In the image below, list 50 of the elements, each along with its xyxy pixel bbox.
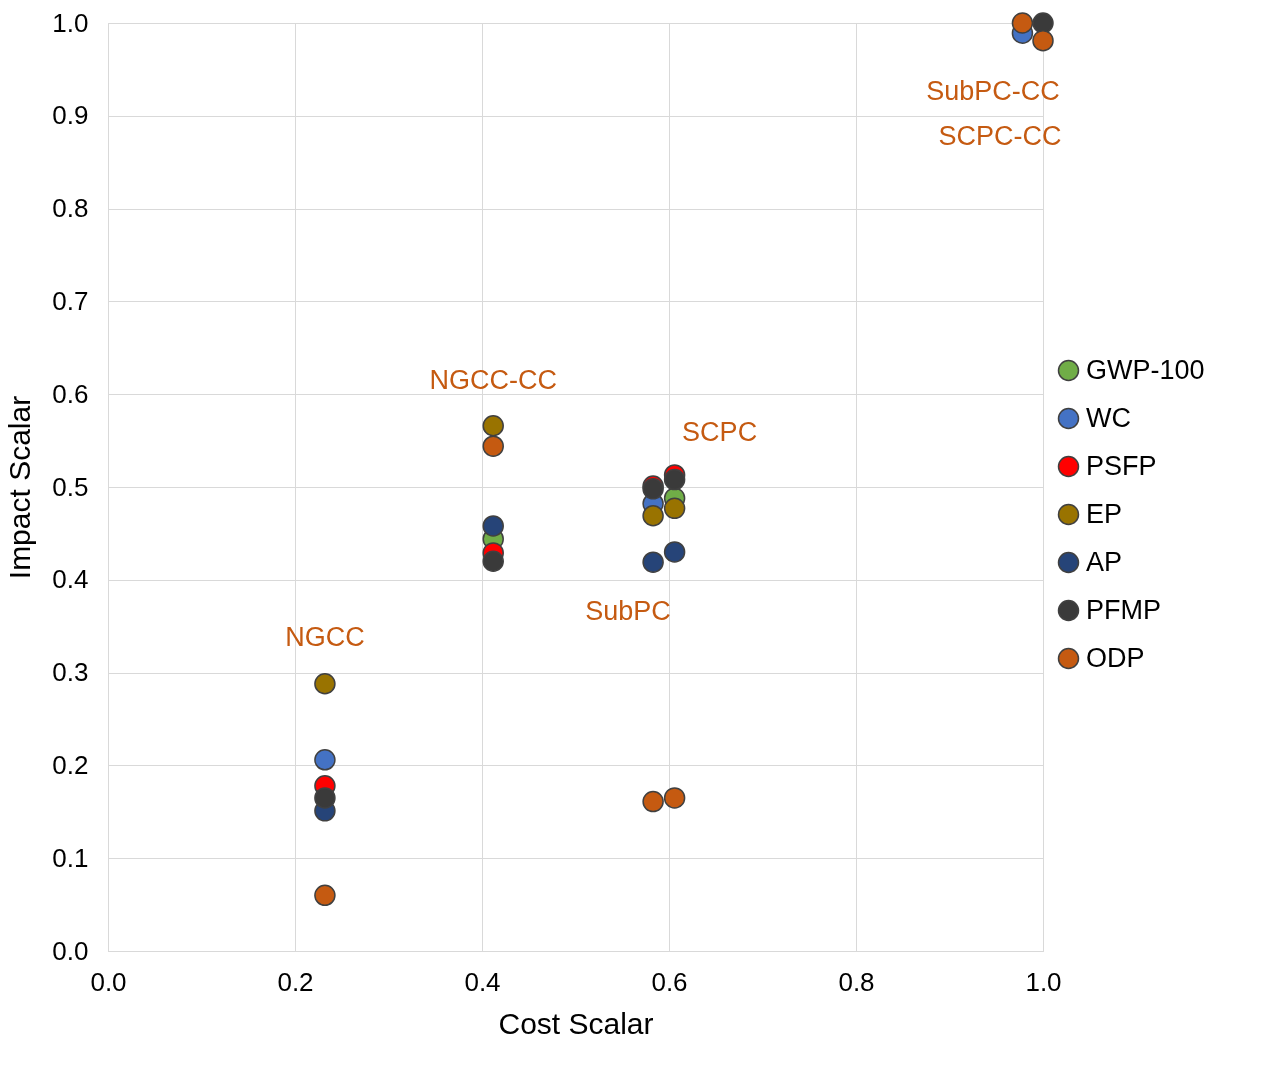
annotation: SCPC-CC: [938, 120, 1062, 151]
point: [1032, 12, 1054, 34]
annotation: SubPC: [585, 596, 671, 627]
point: [482, 435, 504, 457]
point: [663, 787, 686, 809]
point: [663, 468, 686, 491]
x-tick-label: 1.0: [1025, 966, 1062, 997]
x-axis-title: Cost Scalar: [498, 1006, 654, 1040]
y-tick-label: 0.8: [52, 193, 89, 224]
point: [1011, 12, 1034, 34]
y-tick-label: 0.5: [52, 471, 89, 502]
point: [1032, 29, 1054, 52]
point: [663, 541, 686, 563]
point: [314, 884, 336, 907]
y-tick-label: 0.6: [52, 378, 89, 409]
legend-label: ODP: [1086, 642, 1145, 673]
point: [314, 749, 336, 771]
legend-label: PFMP: [1086, 594, 1162, 625]
point: [642, 551, 664, 573]
point: [642, 505, 664, 527]
y-tick-label: 0.4: [52, 564, 89, 595]
y-tick-label: 0.3: [52, 657, 89, 688]
point: [642, 790, 664, 813]
y-axis-title: Impact Scalar: [3, 395, 37, 580]
annotation: NGCC: [285, 621, 365, 652]
x-tick-label: 0.2: [277, 966, 314, 997]
legend-label: PSFP: [1086, 450, 1157, 481]
annotation: NGCC-CC: [429, 364, 557, 395]
legend-label: WC: [1086, 402, 1131, 433]
y-tick-label: 1.0: [52, 7, 89, 38]
x-tick-label: 0.0: [90, 966, 127, 997]
x-tick-label: 0.6: [651, 966, 688, 997]
legend-label: EP: [1086, 498, 1123, 529]
point: [314, 673, 336, 695]
point: [663, 497, 686, 520]
point: [482, 550, 504, 572]
x-tick-label: 0.4: [464, 966, 501, 997]
y-tick-label: 0.9: [52, 100, 89, 131]
y-tick-label: 0.0: [52, 935, 89, 966]
y-tick-label: 0.7: [52, 285, 89, 316]
point: [314, 787, 336, 809]
annotation: SubPC-CC: [926, 75, 1060, 106]
point: [482, 515, 504, 537]
point: [482, 415, 504, 437]
x-tick-label: 0.8: [838, 966, 875, 997]
y-tick-label: 0.1: [52, 842, 89, 873]
y-tick-label: 0.2: [52, 749, 89, 780]
annotation: SCPC: [682, 416, 758, 447]
legend-label: AP: [1086, 546, 1123, 577]
legend-label: GWP-100: [1086, 354, 1205, 385]
